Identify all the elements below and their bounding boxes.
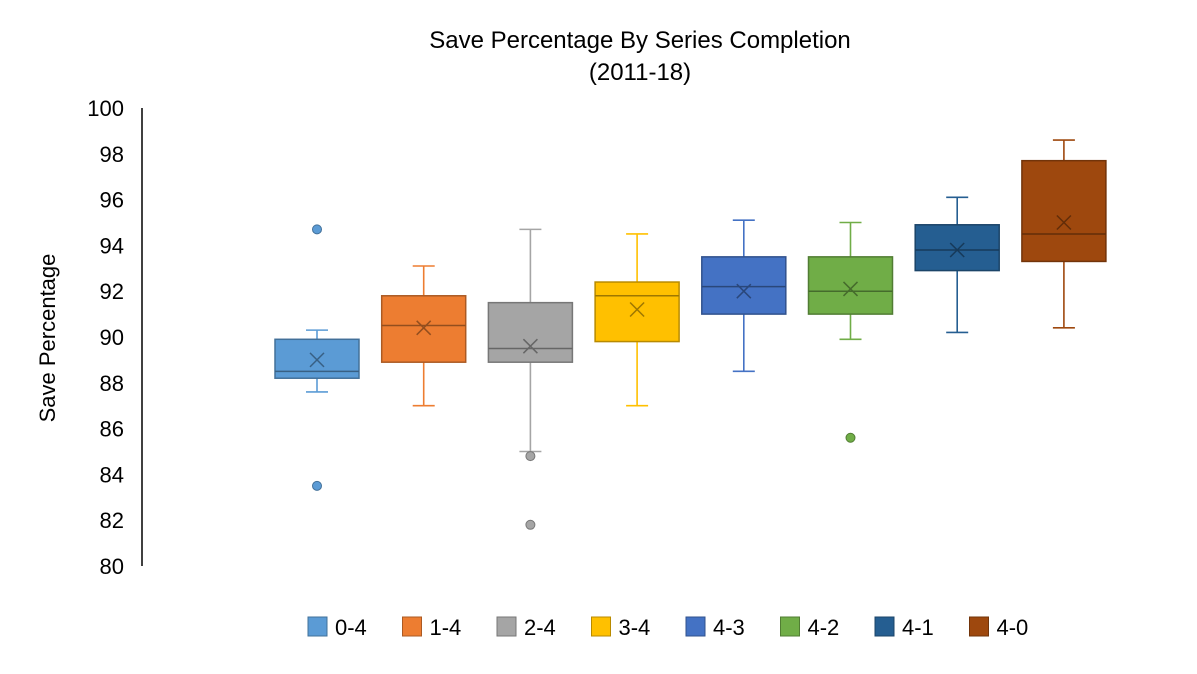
mean-marker (949, 242, 965, 258)
y-tick-label: 100 (87, 96, 124, 121)
mean-marker (842, 281, 859, 297)
iqr-box (701, 256, 787, 315)
iqr-box (274, 338, 360, 379)
iqr-box (1021, 159, 1107, 263)
box-4-1 (914, 196, 1000, 334)
box-2-4 (487, 228, 574, 530)
mean-marker (1056, 214, 1072, 231)
mean-marker (629, 301, 645, 318)
legend-swatch (591, 616, 611, 637)
legend-label: 2-4 (524, 615, 556, 640)
mean-marker (522, 338, 538, 354)
legend-item-4-1: 4-1 (874, 615, 934, 640)
chart-title: Save Percentage By Series Completion (429, 27, 851, 54)
y-tick-label: 98 (100, 142, 124, 167)
mean-marker (416, 320, 432, 336)
y-axis-ticks: 80 82 84 86 88 90 92 94 96 98 100 (87, 96, 124, 579)
legend-swatch (307, 616, 328, 637)
legend-label: 3-4 (619, 615, 651, 640)
box-4-3 (701, 219, 787, 373)
legend-item-0-4: 0-4 (307, 615, 367, 640)
box-0-4 (274, 224, 360, 491)
box-1-4 (380, 265, 467, 407)
legend-item-4-0: 4-0 (969, 615, 1029, 640)
legend-label: 1-4 (430, 615, 462, 640)
legend: 0-4 1-4 2-4 3-4 4-3 4-2 4-1 4-0 (307, 615, 1029, 640)
legend-swatch (969, 616, 989, 637)
y-tick-label: 86 (100, 417, 124, 442)
y-tick-label: 88 (100, 371, 124, 396)
legend-label: 4-3 (713, 615, 745, 640)
iqr-box (807, 256, 894, 315)
legend-item-2-4: 2-4 (496, 615, 556, 640)
legend-label: 0-4 (335, 615, 367, 640)
box-4-0 (1021, 139, 1107, 329)
mean-marker (736, 283, 752, 299)
box-3-4 (594, 233, 680, 407)
y-tick-label: 90 (100, 325, 124, 350)
y-tick-label: 84 (100, 462, 124, 487)
chart-subtitle: (2011-18) (589, 59, 691, 86)
legend-item-4-3: 4-3 (685, 615, 745, 640)
legend-label: 4-0 (997, 615, 1029, 640)
iqr-box (380, 295, 467, 363)
legend-swatch (496, 616, 517, 637)
legend-item-4-2: 4-2 (780, 615, 840, 640)
y-tick-label: 82 (100, 508, 124, 533)
iqr-box (487, 301, 574, 363)
legend-swatch (402, 616, 422, 637)
outlier-point (525, 519, 536, 530)
outlier-point (845, 432, 856, 443)
y-tick-label: 94 (100, 233, 124, 258)
y-tick-label: 80 (100, 554, 124, 579)
legend-label: 4-2 (808, 615, 840, 640)
legend-swatch (685, 616, 706, 637)
iqr-box (594, 281, 680, 343)
outlier-point (525, 451, 536, 462)
box-group (274, 139, 1107, 530)
legend-label: 4-1 (902, 615, 934, 640)
y-tick-label: 96 (100, 188, 124, 213)
mean-marker (309, 352, 325, 368)
legend-swatch (874, 616, 895, 637)
outlier-point (312, 480, 322, 491)
outlier-point (312, 224, 322, 235)
y-tick-label: 92 (100, 279, 124, 304)
y-axis-label: Save Percentage (35, 254, 60, 423)
legend-item-3-4: 3-4 (591, 615, 651, 640)
box-4-2 (807, 221, 894, 443)
legend-swatch (780, 616, 800, 637)
iqr-box (914, 224, 1000, 272)
legend-item-1-4: 1-4 (402, 615, 462, 640)
